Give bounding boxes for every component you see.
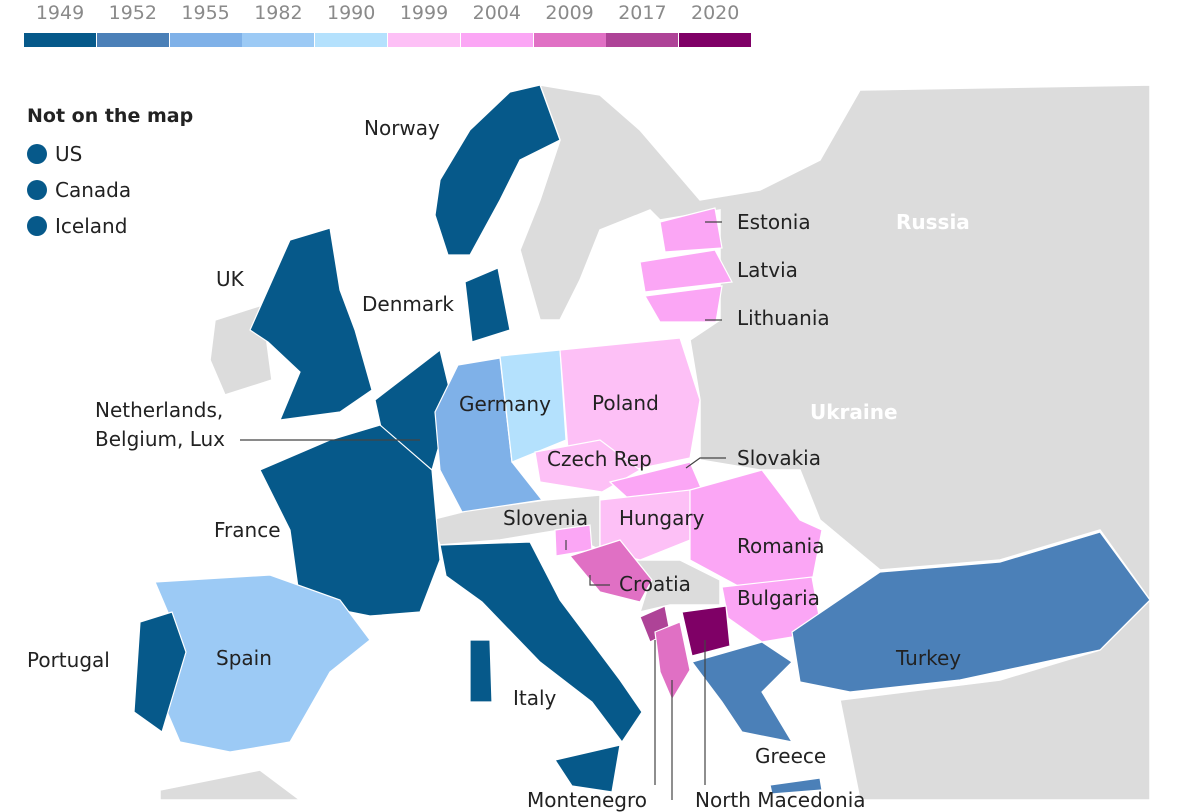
item-label: US bbox=[55, 142, 83, 166]
legend-year: 1949 bbox=[35, 2, 85, 24]
norway bbox=[434, 84, 561, 256]
albania bbox=[654, 621, 691, 702]
label-montenegro: Montenegro bbox=[527, 788, 648, 812]
label-latvia: Latvia bbox=[737, 258, 798, 282]
label-france: France bbox=[214, 518, 281, 542]
sardinia bbox=[469, 639, 493, 703]
north-macedonia bbox=[681, 605, 731, 657]
legend-year: 2020 bbox=[691, 2, 740, 24]
not-on-map-title: Not on the map bbox=[27, 105, 194, 127]
legend-swatch bbox=[169, 33, 242, 47]
label-slovakia: Slovakia bbox=[737, 446, 821, 470]
legend-swatch bbox=[315, 33, 388, 47]
dot-icon bbox=[27, 144, 47, 164]
legend-swatch bbox=[24, 33, 96, 47]
legend-swatch bbox=[388, 33, 460, 47]
label-greece: Greece bbox=[755, 744, 827, 768]
item-label: Canada bbox=[55, 178, 132, 202]
denmark bbox=[464, 267, 511, 343]
label-slovenia: Slovenia bbox=[503, 506, 589, 530]
member-countries bbox=[133, 84, 1151, 795]
label-romania: Romania bbox=[737, 534, 825, 558]
turkey bbox=[791, 531, 1151, 693]
legend-year: 2004 bbox=[472, 2, 521, 24]
germany-west bbox=[434, 357, 544, 513]
legend-swatch bbox=[679, 33, 752, 47]
uk bbox=[249, 227, 373, 421]
greece bbox=[690, 641, 794, 743]
label-croatia: Croatia bbox=[619, 572, 691, 596]
not-on-map-item: Canada bbox=[27, 178, 131, 202]
italy bbox=[439, 541, 643, 744]
legend-year: 1982 bbox=[254, 2, 303, 24]
non-member-land bbox=[159, 84, 1151, 800]
label-germany: Germany bbox=[459, 392, 551, 416]
label-lithuania: Lithuania bbox=[737, 306, 830, 330]
legend-year: 1999 bbox=[399, 2, 449, 24]
not-on-map-item: Iceland bbox=[27, 214, 127, 238]
legend-year: 1955 bbox=[181, 2, 230, 24]
label-italy: Italy bbox=[513, 686, 557, 710]
legend-year: 1952 bbox=[108, 2, 157, 24]
legend-year: 1990 bbox=[327, 2, 376, 24]
label-bulgaria: Bulgaria bbox=[737, 586, 820, 610]
romania bbox=[689, 469, 823, 588]
label-estonia: Estonia bbox=[737, 210, 811, 234]
legend-swatch bbox=[606, 33, 679, 47]
label-ukraine: Ukraine bbox=[810, 400, 898, 424]
estonia bbox=[659, 207, 723, 253]
item-label: Iceland bbox=[55, 214, 128, 238]
legend-year: 2009 bbox=[545, 2, 594, 24]
leader-lines bbox=[240, 221, 726, 800]
label-norway: Norway bbox=[364, 116, 440, 140]
label-portugal: Portugal bbox=[27, 648, 110, 672]
dot-icon bbox=[27, 216, 47, 236]
label-benelux-2: Belgium, Lux bbox=[95, 427, 226, 451]
legend-year: 2017 bbox=[618, 2, 667, 24]
label-uk: UK bbox=[216, 267, 244, 291]
label-czech-rep: Czech Rep bbox=[547, 447, 652, 471]
label-poland: Poland bbox=[592, 391, 659, 415]
legend-swatch bbox=[533, 33, 606, 47]
croatia bbox=[568, 539, 653, 603]
greece-crete bbox=[769, 777, 823, 795]
label-benelux-1: Netherlands, bbox=[95, 398, 224, 422]
label-north-macedonia: North Macedonia bbox=[695, 788, 866, 812]
label-turkey: Turkey bbox=[896, 646, 962, 670]
portugal bbox=[133, 611, 187, 733]
france bbox=[259, 424, 441, 617]
legend-swatch bbox=[460, 33, 533, 47]
not-on-map-item: US bbox=[27, 142, 82, 166]
lithuania bbox=[644, 285, 723, 323]
dot-icon bbox=[27, 180, 47, 200]
label-russia: Russia bbox=[896, 210, 970, 234]
legend-swatch bbox=[242, 33, 315, 47]
latvia bbox=[639, 249, 733, 293]
sicily bbox=[554, 744, 621, 793]
legend-swatch bbox=[96, 33, 169, 47]
label-hungary: Hungary bbox=[619, 506, 705, 530]
label-spain: Spain bbox=[216, 646, 272, 670]
label-denmark: Denmark bbox=[362, 292, 454, 316]
germany-east bbox=[499, 349, 567, 463]
